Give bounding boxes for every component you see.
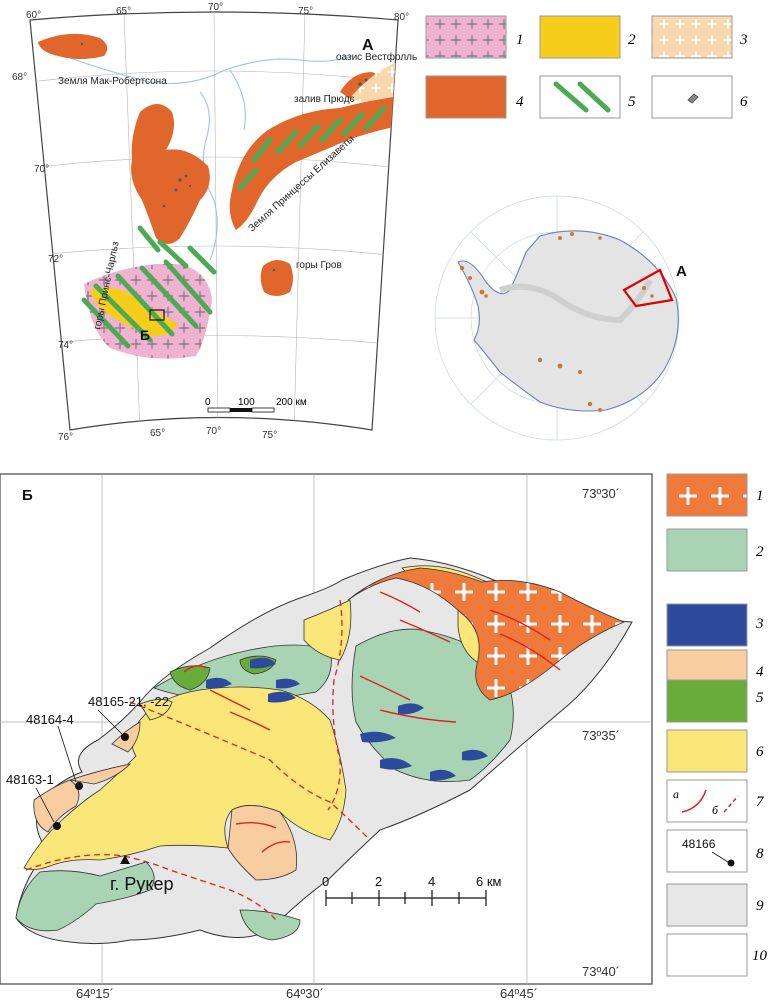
place-macrobertson: Земля Мак-Робертсона: [58, 75, 167, 87]
inset-letter: А: [676, 263, 687, 280]
legend-b-num: 8: [756, 846, 764, 862]
sample-points: [53, 733, 129, 830]
scale-a-label: 200 км: [276, 397, 307, 408]
vestfold-peach-area: [350, 62, 398, 102]
antarctica-inset: А: [434, 195, 687, 441]
legend-b: 1 2 3 4 5 6 а б 7 48166 8 9 10: [666, 473, 768, 977]
lon-label-bottom: 75°: [262, 430, 277, 441]
lat-label-left: 76°: [58, 432, 73, 443]
grey-swatch: [666, 883, 748, 927]
light-green-swatch: [666, 528, 748, 572]
scale-b-label: 0: [322, 874, 329, 889]
legend-b-sample: 48166: [682, 837, 716, 851]
lon-label-bottom: 64º45´: [500, 986, 538, 1001]
place-grove: горы Гров: [296, 260, 342, 271]
granite-area: [347, 567, 626, 701]
blue-swatch: [666, 603, 748, 647]
scale-a-label: 0: [205, 397, 211, 408]
legend-b-num: 5: [756, 690, 764, 706]
faults-dashed: [25, 599, 371, 921]
exposed-rock: [459, 232, 654, 412]
lon-label-top: 80°: [394, 12, 409, 23]
place-vestfold: оазис Вестфолль: [336, 51, 417, 63]
yellow-swatch: [539, 15, 621, 59]
lon-label-top: 65°: [116, 6, 131, 17]
legend-b-num: 1: [756, 488, 764, 504]
scale-a-label: 100: [238, 397, 255, 408]
legend-a-num: 4: [516, 94, 524, 110]
lat-label-right: 73º40´: [582, 964, 620, 979]
map-b-scale: [325, 890, 487, 906]
legend-b-num: 4: [756, 664, 764, 680]
lat-label-left: 70°: [34, 164, 49, 175]
faults-solid: [183, 591, 561, 853]
peach-areas: [33, 721, 298, 881]
blue-lenses: [206, 657, 488, 781]
peak-label: г. Рукер: [110, 874, 173, 894]
lon-label-top: 70°: [208, 2, 223, 13]
outcrop-specks: [80, 42, 368, 272]
peak-triangle: [120, 855, 130, 864]
sample-label-48163: 48163-1: [6, 772, 54, 787]
lat-label-left: 74°: [58, 340, 73, 351]
legend-a-num: 3: [739, 32, 748, 48]
legend-b-num: 9: [756, 898, 764, 914]
map-a-b-marker: Б: [140, 327, 150, 343]
map-a: 60° 65° 70° 75° 80° 68° 70° 72° 74° 76° …: [12, 2, 417, 443]
sample-label-48165: 48165-21, -22: [88, 694, 169, 709]
legend-b-num: 2: [756, 544, 764, 560]
lon-label-bottom: 70°: [206, 426, 221, 437]
legend-a-num: 6: [740, 94, 748, 110]
legend-b-num: 7: [756, 794, 765, 810]
legend-b-num: 10: [752, 948, 768, 964]
antarctica-ice: [457, 230, 679, 412]
dyke-swarms: [81, 105, 387, 349]
study-area-frame: [622, 268, 674, 308]
lon-label-top: 75°: [298, 6, 313, 17]
legend-b-num: 3: [755, 616, 764, 632]
place-pryds: залив Прюдс: [294, 94, 355, 105]
map-a-scale: 0 100 200 км: [205, 397, 307, 413]
lon-label-top: 60°: [26, 10, 41, 21]
yellow-swatch: [666, 729, 748, 773]
legend-b-7a: а: [673, 787, 679, 801]
scale-b-label: 2: [375, 874, 382, 889]
pink-cross-hatch-swatch: [425, 15, 507, 59]
legend-a-num: 1: [516, 32, 524, 48]
legend-b-num: 6: [756, 744, 764, 760]
scale-b-label: 4: [428, 874, 435, 889]
sample-point-48163: [53, 822, 61, 830]
sample-point-48165: [121, 733, 129, 741]
legend-b-7b: б: [712, 803, 719, 817]
lon-label-bottom: 65°: [150, 428, 165, 439]
map-b: Б 48165-21, -22 48164-4 48163-1 г. Рукер…: [0, 473, 653, 1001]
orange-brown-swatch: [425, 75, 507, 119]
legend-a-num: 5: [628, 94, 636, 110]
lon-label-bottom: 64º30´: [286, 986, 324, 1001]
map-a-letter: А: [362, 37, 374, 54]
lat-label-left: 72°: [48, 254, 63, 265]
lat-label-left: 68°: [12, 72, 27, 83]
sample-label-48164: 48164-4: [26, 712, 74, 727]
fault-lines-swatch: [666, 779, 748, 823]
map-b-letter: Б: [22, 487, 33, 504]
lat-label-right: 73º35´: [582, 728, 620, 743]
lon-label-bottom: 64º15´: [76, 986, 114, 1001]
lat-label-right: 73º30´: [582, 486, 620, 501]
peach-cross-hatch-swatch: [651, 15, 733, 59]
legend-a: 1 2 3 4 5 6: [425, 15, 748, 119]
light-green-areas: [15, 628, 514, 941]
dark-green-swatch: [666, 679, 748, 723]
legend-a-num: 2: [628, 32, 636, 48]
dark-green-areas: [169, 655, 277, 691]
granite-cross-swatch: [666, 473, 748, 517]
sample-point-48164: [75, 782, 83, 790]
white-swatch: [666, 933, 748, 977]
scale-b-label: 6 км: [476, 874, 502, 889]
locality-b-box: [149, 309, 165, 321]
